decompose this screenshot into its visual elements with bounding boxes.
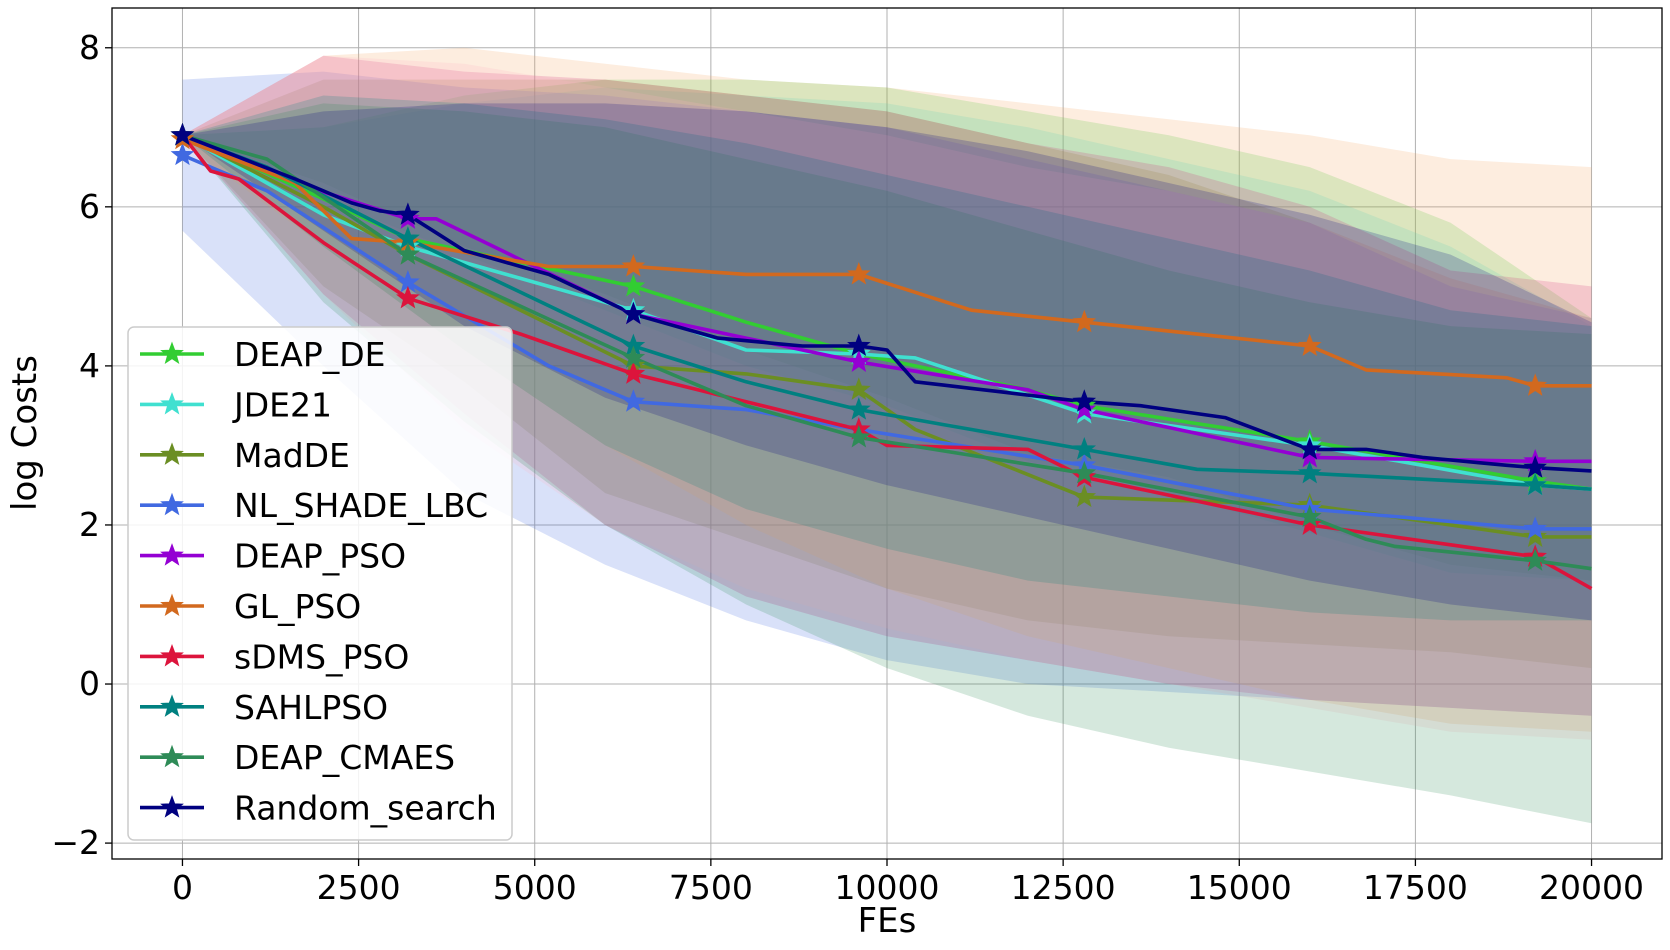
- y-tick-label: 4: [79, 346, 100, 385]
- x-axis-ticks: 0 2500 5000 7500 10000 12500 15000 17500 20000: [172, 859, 1644, 907]
- legend-marker-NL_SHADE_LBC: [160, 492, 184, 516]
- point-Random_search: [170, 122, 195, 146]
- legend-label-sDMS_PSO: sDMS_PSO: [234, 637, 409, 676]
- x-tick-label: 12500: [1011, 868, 1116, 907]
- point-GL_PSO: [1523, 373, 1547, 396]
- legend-marker-SAHLPSO: [160, 694, 184, 717]
- point-SAHLPSO: [1523, 472, 1547, 496]
- point-NL_SHADE_LBC: [170, 142, 195, 166]
- legend-label-NL_SHADE_LBC: NL_SHADE_LBC: [234, 486, 488, 525]
- legend-marker-DEAP_PSO: [160, 543, 184, 566]
- band-DEAP_DE: [182, 79, 1592, 581]
- band-JDE21: [182, 87, 1592, 581]
- y-axis-label: log Costs: [5, 355, 45, 511]
- legend: DEAP_DE JDE21 MadDE NL_SHADE_LBC DEAP_PSO GL_…: [127, 326, 513, 841]
- point-sDMS_PSO: [1297, 512, 1322, 536]
- band-SAHLPSO: [182, 95, 1592, 621]
- x-tick-label: 2500: [317, 868, 401, 907]
- point-GL_PSO: [847, 261, 871, 285]
- legend-label-SAHLPSO: SAHLPSO: [234, 688, 388, 727]
- point-Random_search: [621, 301, 646, 325]
- legend-label-JDE21: JDE21: [232, 385, 332, 424]
- point-DEAP_CMAES: [1523, 548, 1547, 571]
- y-tick-label: 2: [79, 505, 100, 544]
- point-sDMS_PSO: [396, 285, 420, 309]
- legend-label-GL_PSO: GL_PSO: [234, 587, 361, 626]
- point-Random_search: [1072, 389, 1097, 412]
- band-MadDE: [182, 79, 1592, 669]
- point-DEAP_CMAES: [396, 242, 420, 265]
- point-sDMS_PSO: [621, 361, 646, 384]
- point-Random_search: [1523, 455, 1547, 478]
- point-NL_SHADE_LBC: [621, 389, 646, 412]
- point-GL_PSO: [1297, 333, 1322, 357]
- point-Random_search: [1297, 436, 1322, 460]
- series-markers: [170, 122, 1547, 571]
- point-Random_search: [396, 202, 420, 225]
- legend-marker-DEAP_CMAES: [160, 744, 184, 768]
- point-Random_search: [847, 333, 871, 357]
- point-DEAP_CMAES: [847, 425, 871, 448]
- band-sDMS_PSO: [182, 55, 1592, 740]
- point-DEAP_DE: [621, 273, 646, 297]
- point-MadDE: [1523, 524, 1547, 547]
- series-line-JDE21: [181, 133, 1592, 491]
- point-GL_PSO: [1072, 309, 1097, 333]
- y-tick-label: −2: [51, 823, 100, 862]
- point-NL_SHADE_LBC: [1523, 516, 1547, 539]
- legend-marker-DEAP_DE: [160, 341, 184, 365]
- band-DEAP_PSO: [182, 55, 1592, 716]
- series-line-Random_search: [181, 133, 1592, 473]
- legend-box: [127, 326, 513, 841]
- legend-marker-sDMS_PSO: [160, 643, 184, 667]
- grid: [112, 8, 1662, 859]
- legend-label-DEAP_PSO: DEAP_PSO: [234, 537, 406, 576]
- band-Random_search: [182, 103, 1592, 621]
- point-DEAP_CMAES: [1297, 504, 1322, 528]
- point-DEAP_PSO: [1072, 397, 1097, 420]
- point-MadDE: [847, 377, 871, 400]
- x-tick-label: 5000: [493, 868, 577, 907]
- series-line-sDMS_PSO: [181, 134, 1593, 591]
- point-MadDE: [1072, 484, 1097, 508]
- point-DEAP_CMAES: [621, 345, 646, 368]
- legend-marker-MadDE: [160, 442, 184, 465]
- point-DEAP_CMAES: [1072, 460, 1097, 484]
- band-GL_PSO: [182, 47, 1592, 732]
- legend-label-MadDE: MadDE: [234, 436, 350, 475]
- point-SAHLPSO: [1072, 436, 1097, 460]
- x-tick-label: 15000: [1187, 868, 1292, 907]
- legend-marker-JDE21: [160, 391, 184, 415]
- legend-label-Random_search: Random_search: [234, 789, 497, 828]
- y-tick-label: 0: [79, 664, 100, 703]
- x-tick-label: 20000: [1539, 868, 1644, 907]
- y-tick-label: 8: [79, 28, 100, 67]
- x-axis-label: FEs: [858, 901, 917, 941]
- x-tick-label: 10000: [835, 868, 940, 907]
- point-SAHLPSO: [1297, 460, 1322, 484]
- series-line-NL_SHADE_LBC: [181, 153, 1592, 531]
- band-NL_SHADE_LBC: [182, 71, 1592, 716]
- y-tick-label: 6: [79, 187, 100, 226]
- y-axis-ticks: −2 0 2 4 6 8: [51, 28, 112, 862]
- legend-label-DEAP_DE: DEAP_DE: [234, 335, 386, 374]
- point-GL_PSO: [621, 254, 646, 277]
- series-line-DEAP_CMAES: [182, 133, 1592, 571]
- x-tick-label: 7500: [669, 868, 753, 907]
- point-DEAP_PSO: [847, 349, 871, 372]
- x-tick-label: 17500: [1363, 868, 1468, 907]
- legend-label-DEAP_CMAES: DEAP_CMAES: [234, 738, 455, 777]
- legend-marker-GL_PSO: [160, 593, 184, 617]
- legend-marker-Random_search: [160, 795, 184, 818]
- x-tick-label: 0: [172, 868, 193, 907]
- point-SAHLPSO: [847, 397, 871, 420]
